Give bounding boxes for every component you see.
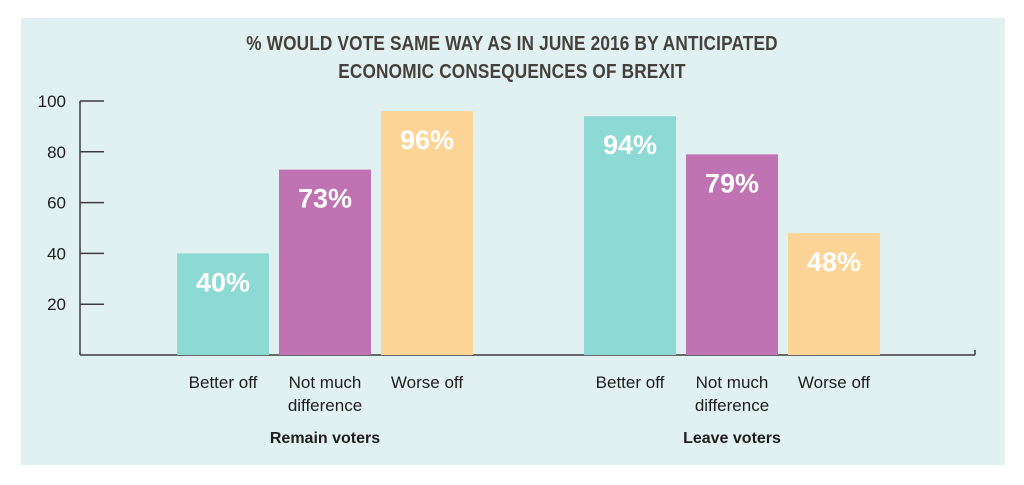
group-label: Leave voters [683, 430, 781, 447]
category-label: Not much difference [288, 373, 362, 415]
data-label: 79% [705, 168, 759, 198]
y-tick-label: 20 [47, 295, 66, 314]
category-label: Worse off [391, 373, 463, 392]
bar [584, 116, 676, 356]
data-label: 96% [400, 125, 454, 155]
category-label: Better off [189, 373, 258, 392]
data-label: 40% [196, 267, 250, 297]
y-tick-label: 40 [47, 244, 66, 263]
category-label: Not much difference [695, 373, 769, 415]
bar [279, 169, 371, 355]
y-tick-label: 60 [47, 194, 66, 213]
y-tick-label: 100 [38, 92, 66, 111]
bar [788, 233, 880, 355]
chart-title: % WOULD VOTE SAME WAY AS IN JUNE 2016 BY… [246, 33, 778, 83]
category-label: Worse off [798, 373, 870, 392]
bar [686, 154, 778, 355]
data-label: 94% [603, 130, 657, 160]
data-label: 73% [298, 184, 352, 214]
category-label: Better off [596, 373, 665, 392]
y-tick-label: 80 [47, 143, 66, 162]
group-label: Remain voters [270, 430, 380, 447]
bar [177, 253, 269, 355]
bar [381, 111, 473, 355]
data-label: 48% [807, 247, 861, 277]
